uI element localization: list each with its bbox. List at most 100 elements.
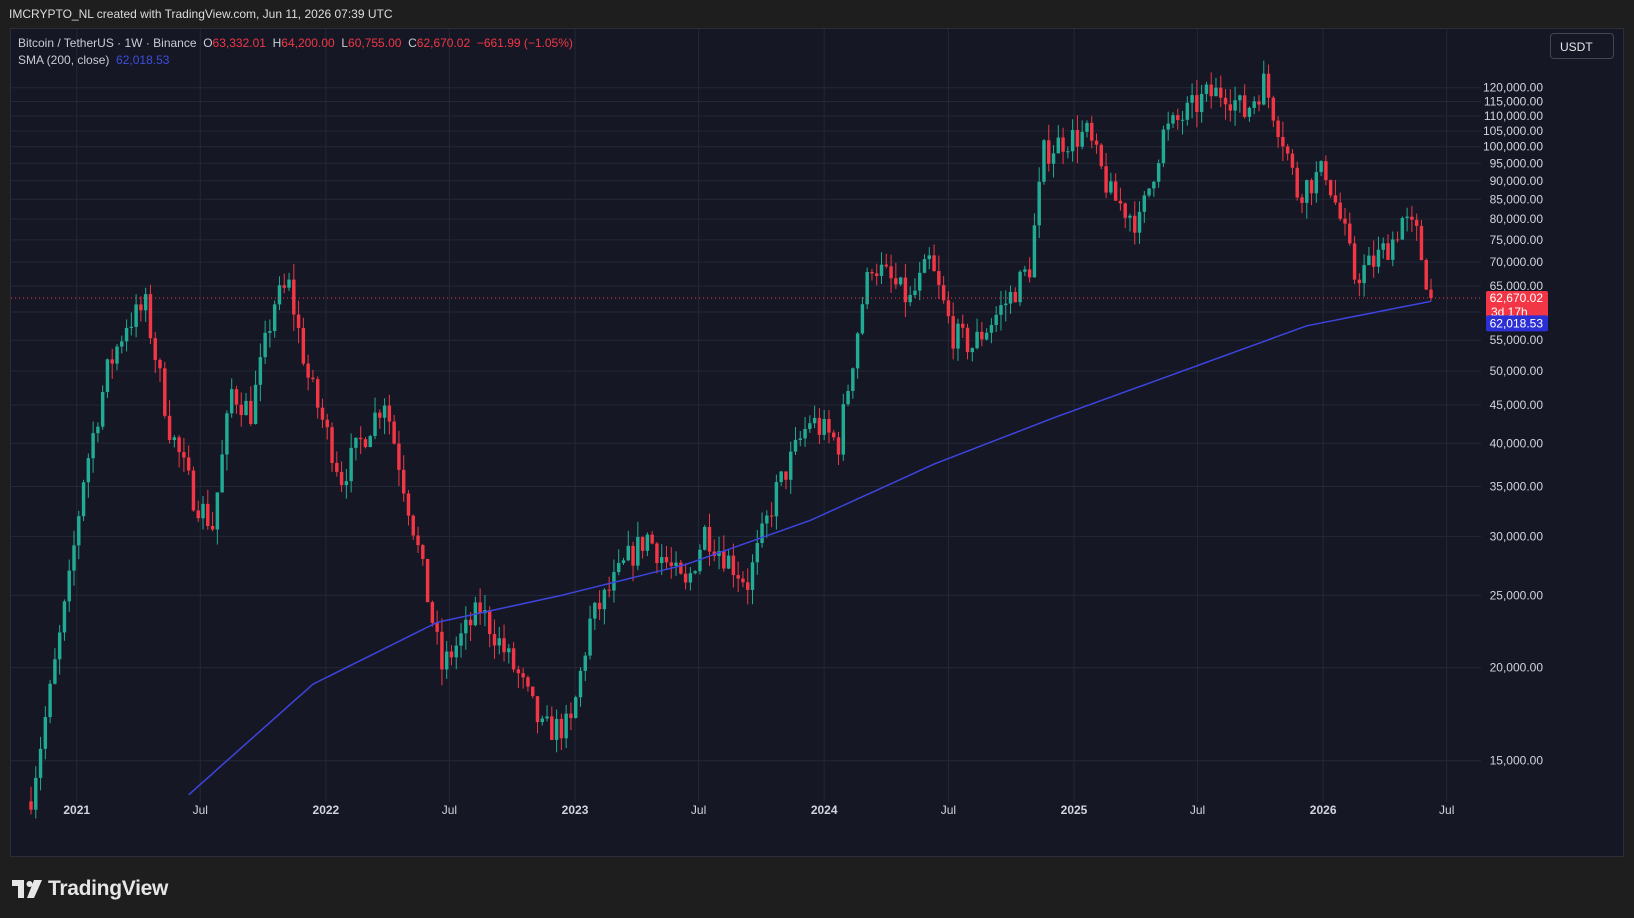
candle[interactable]: [124, 319, 129, 352]
candle[interactable]: [1362, 254, 1366, 297]
candle[interactable]: [105, 358, 110, 399]
candle[interactable]: [258, 343, 263, 402]
x-axis[interactable]: 2021 Jul 2022 Jul 2023 Jul 2024 Jul 2025 Jul 2026 J…: [63, 803, 1454, 817]
candle[interactable]: [239, 392, 243, 427]
candle[interactable]: [115, 343, 119, 371]
candle[interactable]: [554, 709, 559, 753]
candle[interactable]: [1405, 207, 1409, 232]
candle[interactable]: [731, 543, 736, 588]
candle[interactable]: [1233, 86, 1237, 126]
candle[interactable]: [287, 272, 291, 291]
candle[interactable]: [573, 695, 578, 719]
candle[interactable]: [664, 545, 669, 569]
candle[interactable]: [789, 441, 793, 494]
candle[interactable]: [1338, 192, 1342, 221]
candle[interactable]: [244, 392, 248, 416]
candle[interactable]: [870, 268, 874, 281]
candle[interactable]: [225, 410, 229, 471]
candle[interactable]: [43, 706, 48, 760]
candle[interactable]: [363, 436, 368, 449]
candle[interactable]: [736, 561, 740, 593]
candle[interactable]: [693, 570, 697, 575]
candle[interactable]: [1023, 265, 1027, 277]
candle[interactable]: [951, 302, 955, 360]
candle[interactable]: [1176, 108, 1180, 130]
candle[interactable]: [1037, 167, 1041, 239]
candle[interactable]: [468, 611, 473, 642]
candle[interactable]: [358, 426, 363, 455]
candle[interactable]: [999, 290, 1003, 331]
candle[interactable]: [616, 549, 621, 576]
candle[interactable]: [1319, 160, 1323, 177]
candle[interactable]: [583, 652, 587, 682]
candle[interactable]: [507, 643, 511, 664]
candle[interactable]: [1152, 180, 1156, 197]
candle[interactable]: [1305, 179, 1309, 219]
candle[interactable]: [191, 466, 196, 512]
candle[interactable]: [1295, 161, 1299, 201]
candle[interactable]: [994, 306, 998, 333]
candle[interactable]: [674, 551, 678, 576]
candle[interactable]: [62, 599, 67, 641]
candle[interactable]: [81, 479, 86, 522]
candle[interactable]: [77, 510, 81, 560]
candle[interactable]: [650, 530, 654, 545]
legend-symbol[interactable]: Bitcoin / TetherUS · 1W · Binance: [18, 36, 197, 50]
candle[interactable]: [851, 367, 855, 399]
candle[interactable]: [120, 335, 124, 354]
candle[interactable]: [440, 618, 444, 686]
candle[interactable]: [526, 675, 530, 692]
candle[interactable]: [918, 261, 922, 301]
sma-line[interactable]: [188, 300, 1432, 796]
candle[interactable]: [1219, 75, 1223, 107]
candle[interactable]: [855, 331, 860, 379]
candle[interactable]: [91, 421, 95, 473]
candle[interactable]: [34, 766, 38, 819]
candle[interactable]: [836, 431, 841, 465]
candle[interactable]: [769, 502, 774, 528]
candle[interactable]: [387, 394, 392, 435]
candle[interactable]: [932, 244, 936, 272]
candle[interactable]: [48, 679, 52, 724]
candle[interactable]: [373, 397, 377, 440]
candle[interactable]: [1051, 144, 1056, 178]
candle[interactable]: [1247, 106, 1252, 122]
candle[interactable]: [1204, 81, 1209, 102]
candle[interactable]: [1008, 285, 1013, 314]
candle[interactable]: [726, 548, 731, 570]
candle[interactable]: [760, 512, 764, 548]
candle[interactable]: [645, 532, 650, 557]
candle[interactable]: [860, 296, 865, 336]
candle[interactable]: [497, 626, 501, 655]
candle[interactable]: [454, 636, 458, 670]
candle[interactable]: [774, 474, 779, 530]
candle[interactable]: [421, 543, 425, 566]
candle[interactable]: [779, 470, 783, 486]
candle[interactable]: [301, 317, 306, 366]
candle[interactable]: [464, 606, 468, 650]
candle[interactable]: [1056, 124, 1061, 154]
candle[interactable]: [1238, 94, 1242, 113]
candle[interactable]: [1147, 188, 1151, 198]
candle[interactable]: [430, 600, 435, 627]
candle[interactable]: [1032, 213, 1037, 278]
candle[interactable]: [1027, 257, 1032, 283]
candle[interactable]: [798, 431, 803, 447]
candle[interactable]: [411, 514, 415, 540]
candle[interactable]: [1357, 273, 1362, 297]
candle[interactable]: [1118, 187, 1123, 211]
candle[interactable]: [110, 348, 114, 379]
candle[interactable]: [473, 596, 478, 627]
candle[interactable]: [636, 521, 640, 571]
candle[interactable]: [1090, 116, 1094, 149]
candle[interactable]: [1328, 179, 1333, 198]
candle[interactable]: [707, 513, 712, 566]
candle[interactable]: [765, 510, 769, 538]
candle[interactable]: [1180, 111, 1185, 135]
candle[interactable]: [1376, 236, 1381, 274]
candle[interactable]: [186, 445, 191, 476]
candle[interactable]: [1252, 96, 1256, 115]
candle[interactable]: [1419, 219, 1424, 261]
candle[interactable]: [626, 530, 630, 562]
candle[interactable]: [406, 490, 411, 526]
